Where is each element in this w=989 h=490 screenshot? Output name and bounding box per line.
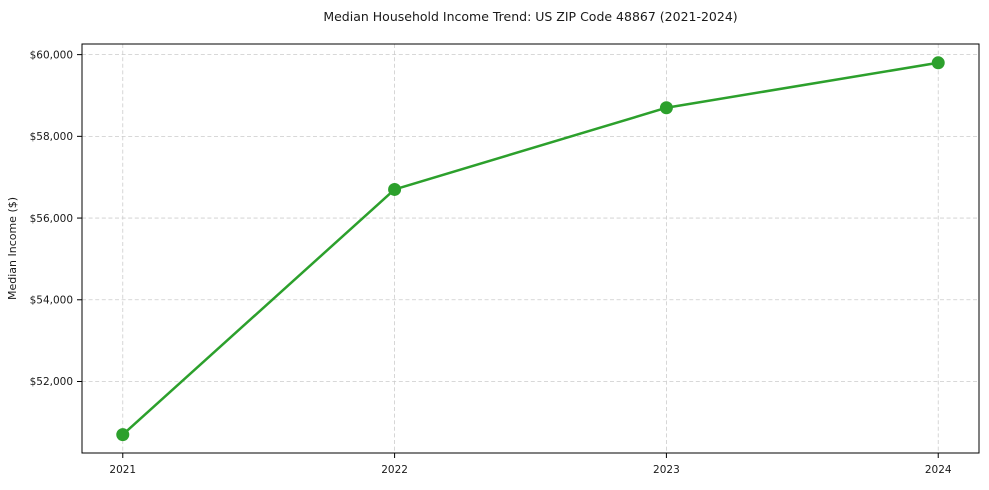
y-tick-label: $52,000 <box>30 376 73 388</box>
y-tick-label: $60,000 <box>30 49 73 61</box>
y-tick-label: $58,000 <box>30 131 73 143</box>
data-point-marker <box>931 56 945 70</box>
data-point-marker <box>659 101 673 115</box>
plot-border <box>81 43 980 454</box>
gridlines <box>82 44 979 453</box>
x-tick-label: 2021 <box>109 464 136 476</box>
axis-ticks <box>77 54 939 458</box>
y-tick-label: $56,000 <box>30 213 73 225</box>
x-tick-label: 2022 <box>381 464 408 476</box>
data-point-marker <box>388 182 402 196</box>
trend-line <box>121 61 940 436</box>
x-tick-label: 2023 <box>653 464 680 476</box>
data-series <box>116 56 945 442</box>
x-tick-label: 2024 <box>925 464 952 476</box>
tick-labels: $52,000 $54,000 $56,000 $58,000 $60,000 2021 2… <box>30 49 952 476</box>
y-axis-label: Median Income ($) <box>6 197 19 300</box>
y-tick-label: $54,000 <box>30 294 73 306</box>
data-point-marker <box>116 428 130 442</box>
chart-title: Median Household Income Trend: US ZIP Co… <box>323 9 737 24</box>
